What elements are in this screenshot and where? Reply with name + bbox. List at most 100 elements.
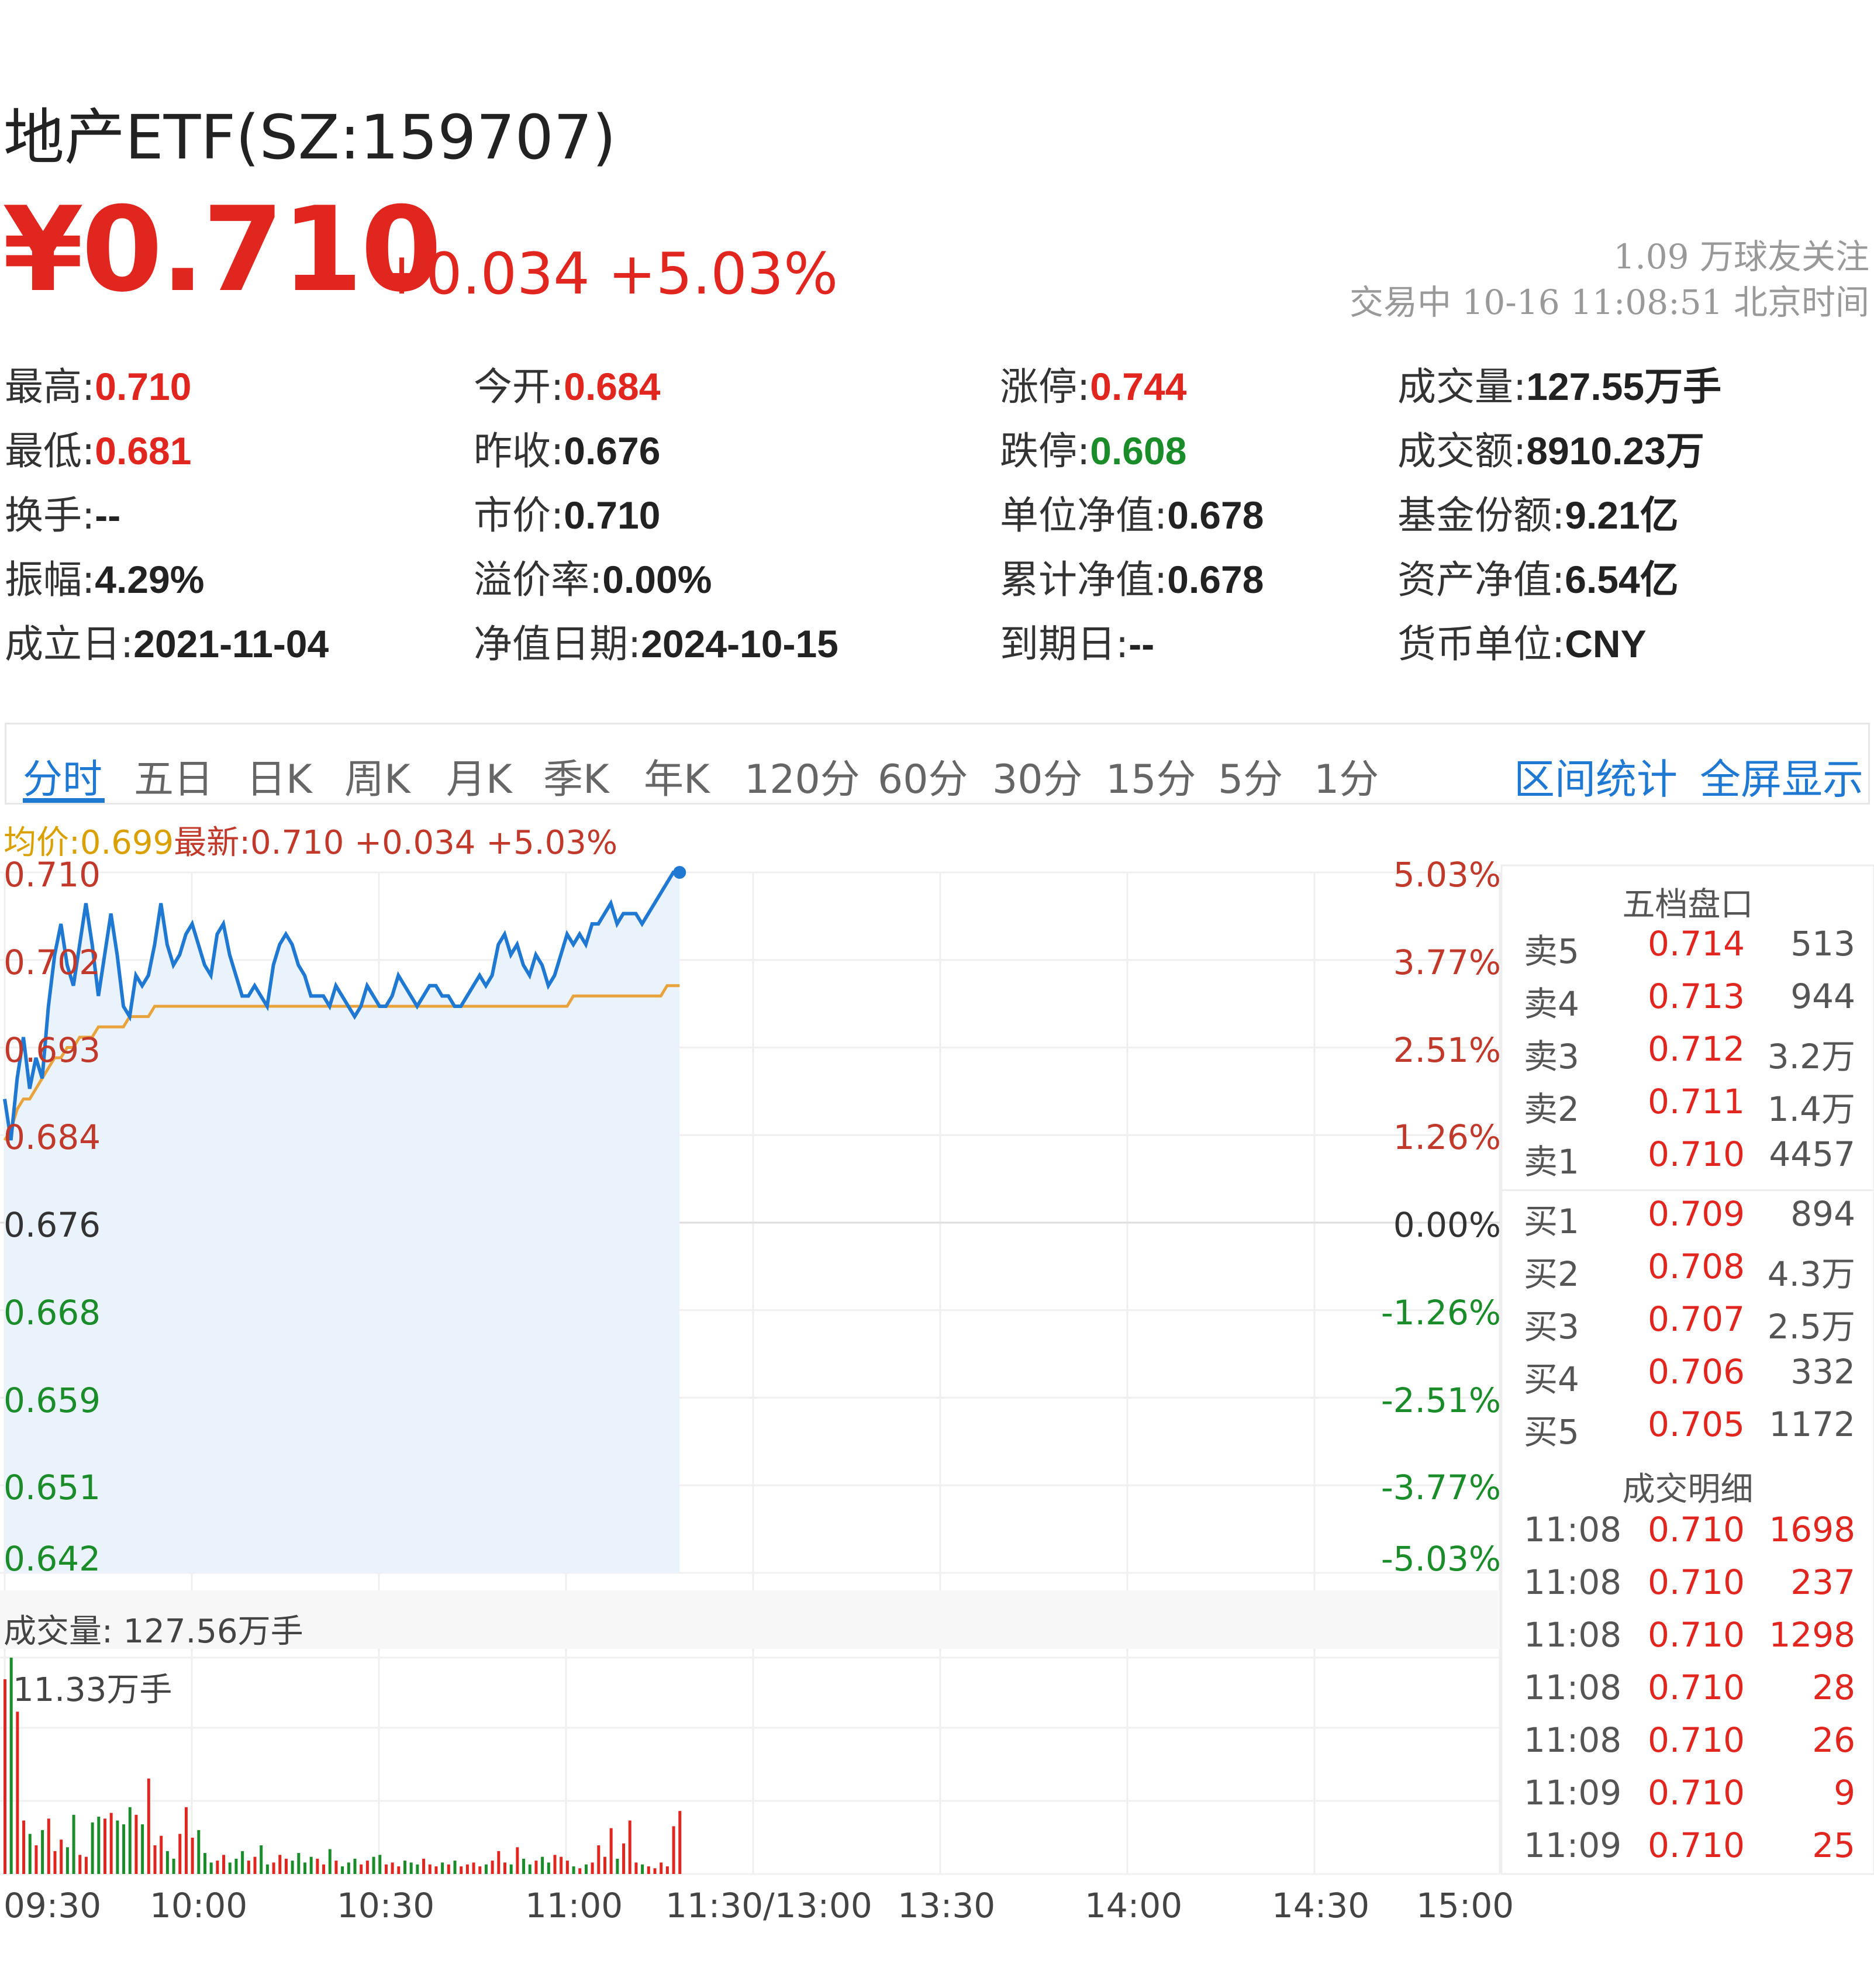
bid-price: 0.708 — [1648, 1247, 1745, 1286]
y-tick-right: 1.26% — [1393, 1117, 1501, 1158]
stat-label: 净值日期: — [474, 622, 641, 667]
tab-12[interactable]: 1分 — [1314, 757, 1379, 803]
volume-bar — [660, 1862, 663, 1874]
stat-label: 基金份额: — [1397, 493, 1565, 538]
volume-bar — [109, 1813, 113, 1874]
volume-bar — [53, 1851, 57, 1874]
bid-volume: 332 — [1790, 1352, 1855, 1392]
volume-bar — [153, 1845, 157, 1874]
stat-label: 单位净值: — [1000, 493, 1168, 538]
y-tick-left: 0.693 — [4, 1030, 101, 1070]
volume-bar — [665, 1866, 669, 1874]
volume-bar — [447, 1864, 450, 1874]
volume-bar — [34, 1845, 38, 1874]
tab-8[interactable]: 60分 — [878, 757, 968, 803]
stat-item: 溢价率:0.00% — [474, 548, 712, 605]
volume-bar — [303, 1862, 306, 1874]
volume-bar — [116, 1820, 119, 1874]
volume-bar — [616, 1858, 619, 1874]
stat-label: 换手: — [5, 493, 95, 538]
tab-3[interactable]: 周K — [344, 757, 410, 803]
trade-row: 11:08 0.710 237 — [1502, 1562, 1874, 1615]
y-tick-right: -5.03% — [1381, 1539, 1501, 1579]
volume-header-bg — [0, 1590, 1500, 1649]
volume-bar — [247, 1861, 250, 1874]
volume-bar — [372, 1856, 375, 1874]
volume-bar — [122, 1824, 126, 1874]
volume-bar — [672, 1826, 675, 1874]
stat-item: 最高:0.710 — [5, 356, 191, 412]
current-price: ¥0.710 — [2, 182, 442, 318]
orderbook-bid-row: 买3 0.707 2.5万 — [1502, 1299, 1874, 1352]
volume-bar — [147, 1778, 150, 1874]
tab-7[interactable]: 120分 — [744, 757, 860, 803]
trade-price: 0.710 — [1648, 1510, 1745, 1549]
fullscreen-button[interactable]: 全屏显示 — [1700, 755, 1863, 803]
ask-volume: 944 — [1790, 976, 1855, 1016]
x-tick: 10:00 — [150, 1886, 248, 1925]
orderbook-title: 五档盘口 — [1622, 886, 1754, 924]
volume-bar — [22, 1820, 26, 1874]
volume-bar — [409, 1862, 413, 1874]
bid-price: 0.707 — [1648, 1299, 1745, 1339]
volume-bar — [653, 1868, 657, 1874]
range-stats-button[interactable]: 区间统计 — [1514, 755, 1678, 803]
volume-bar — [391, 1862, 394, 1874]
y-tick-left: 0.668 — [4, 1292, 101, 1333]
stat-value: 0.710 — [564, 493, 661, 537]
volume-bar — [641, 1864, 644, 1874]
volume-bar — [309, 1856, 313, 1874]
stat-value: 2021-11-04 — [133, 622, 329, 665]
ask-price: 0.713 — [1648, 976, 1745, 1016]
volume-bar — [497, 1851, 501, 1874]
volume-bar — [291, 1861, 294, 1874]
stat-label: 跌停: — [1000, 429, 1090, 474]
volume-bar — [103, 1818, 106, 1874]
volume-bar — [547, 1862, 550, 1874]
stat-item: 振幅:4.29% — [5, 548, 204, 605]
volume-bar — [678, 1811, 682, 1874]
bid-label: 买4 — [1524, 1359, 1579, 1399]
bid-volume: 2.5万 — [1767, 1307, 1855, 1347]
y-tick-left: 0.659 — [4, 1380, 101, 1420]
ask-label: 卖5 — [1524, 931, 1579, 971]
volume-max-label: 11.33万手 — [13, 1671, 172, 1709]
tab-2[interactable]: 日K — [246, 757, 312, 803]
ask-price: 0.710 — [1648, 1134, 1745, 1174]
tab-0[interactable]: 分时 — [23, 757, 103, 803]
tab-11[interactable]: 5分 — [1218, 757, 1283, 803]
tab-1[interactable]: 五日 — [134, 757, 214, 803]
volume-bar — [491, 1861, 494, 1874]
trade-price: 0.710 — [1648, 1825, 1745, 1865]
volume-bar — [628, 1820, 631, 1874]
volume-bar — [222, 1855, 226, 1874]
trade-volume: 26 — [1812, 1720, 1855, 1760]
volume-bar — [460, 1866, 463, 1874]
chart-tab-bar: 分时 五日 日K 周K 月K 季K 年K 120分 60分 30分 15分 5分 1分 区间统计 全屏显… — [5, 723, 1870, 805]
volume-bar — [597, 1845, 600, 1874]
volume-bar — [322, 1864, 326, 1874]
tab-6[interactable]: 年K — [644, 757, 710, 803]
volume-bar — [360, 1864, 363, 1874]
stat-item: 今开:0.684 — [474, 356, 660, 412]
y-tick-left: 0.684 — [4, 1117, 101, 1158]
tab-10[interactable]: 15分 — [1106, 757, 1196, 803]
tab-5[interactable]: 季K — [543, 757, 609, 803]
volume-bar — [572, 1866, 575, 1874]
stat-item: 成交额:8910.23万 — [1397, 420, 1704, 476]
volume-bar — [134, 1814, 138, 1874]
volume-bar — [441, 1862, 444, 1874]
volume-bar — [347, 1862, 350, 1874]
bid-label: 买3 — [1524, 1307, 1579, 1347]
tab-4[interactable]: 月K — [446, 757, 512, 803]
stat-value: 2024-10-15 — [641, 622, 838, 665]
volume-bar — [128, 1807, 132, 1874]
volume-bar — [228, 1862, 232, 1874]
stat-item: 成交量:127.55万手 — [1397, 356, 1721, 412]
latest-price-dot — [673, 866, 686, 879]
x-tick: 10:30 — [337, 1886, 435, 1925]
ask-label: 卖1 — [1524, 1142, 1579, 1182]
tab-9[interactable]: 30分 — [992, 757, 1083, 803]
active-tab-underline — [23, 798, 105, 803]
bid-volume: 1172 — [1769, 1404, 1855, 1444]
